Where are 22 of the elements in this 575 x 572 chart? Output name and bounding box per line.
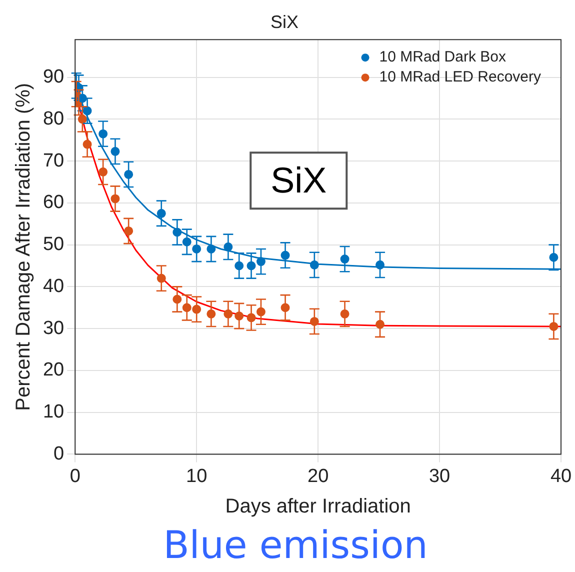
- x-axis-title: Days after Irradiation: [225, 496, 411, 518]
- y-tick-label: 90: [42, 66, 64, 88]
- y-axis-title: Percent Damage After Irradiation (%): [12, 82, 35, 411]
- y-tick-label: 50: [42, 234, 64, 256]
- legend-label: 10 MRad LED Recovery: [379, 68, 542, 86]
- y-tick-label: 20: [42, 360, 64, 381]
- x-tick-label: 40: [550, 466, 572, 487]
- y-tick-label: 80: [42, 108, 64, 130]
- legend-label: 10 MRad Dark Box: [379, 48, 506, 66]
- y-tick-label: 60: [42, 192, 64, 214]
- y-tick-label: 0: [54, 443, 64, 464]
- x-tick-label: 20: [307, 466, 329, 487]
- y-tick-label: 70: [42, 150, 64, 172]
- text: Blue emission: [162, 523, 429, 567]
- y-tick-label: 10: [42, 402, 64, 423]
- x-tick-label: 30: [428, 466, 450, 487]
- y-tick-label: 30: [42, 318, 64, 339]
- chart-title: SiX: [270, 12, 299, 32]
- x-tick-label: 10: [186, 466, 208, 487]
- y-tick-label: 40: [42, 276, 64, 297]
- x-tick-label: 0: [70, 466, 80, 487]
- annotation: SiX: [270, 159, 327, 200]
